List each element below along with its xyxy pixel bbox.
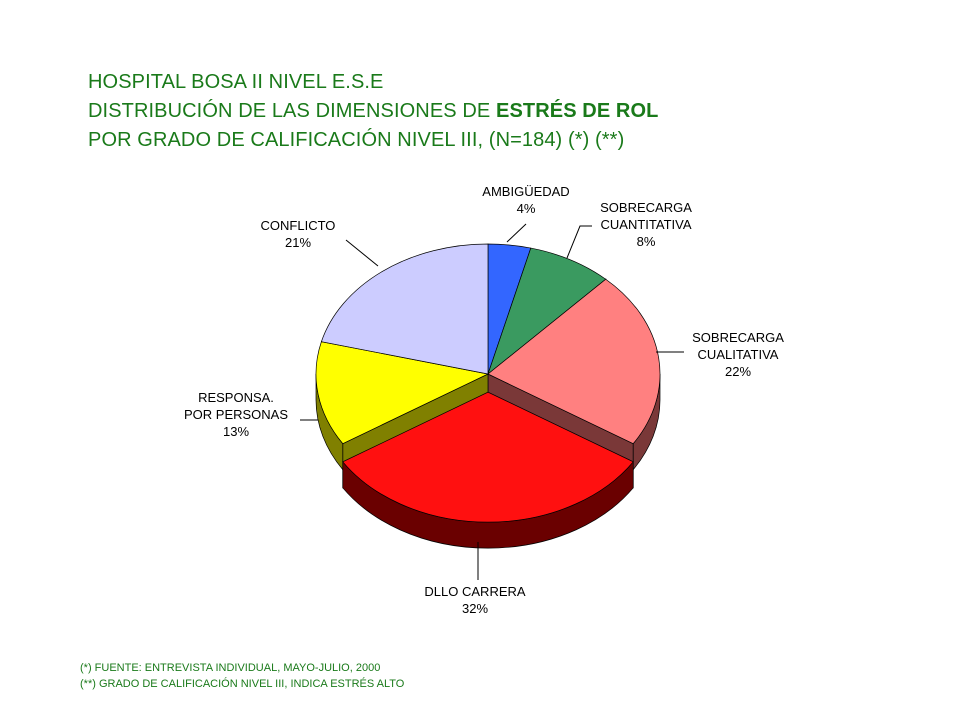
title-line-2-prefix: DISTRIBUCIÓN DE LAS DIMENSIONES DE [88,100,497,122]
slice-label-1: SOBRECARGA CUANTITATIVA 8% [600,200,692,249]
slice-label-5: CONFLICTO 21% [261,218,336,250]
pie-slice-3 [342,391,634,523]
slice-label-0: AMBIGÜEDAD 4% [482,184,569,216]
pie-labels: AMBIGÜEDAD 4% SOBRECARGA CUANTITATIVA 8%SOBR… [184,184,784,616]
slice-value-label: 32% [462,601,488,616]
footnote-grade: (**) GRADO DE CALIFICACIÓN NIVEL III, IN… [80,678,405,690]
pie-leaders [300,223,684,580]
pie-slice-4 [315,341,490,445]
slice-value-label: 22% [725,364,751,379]
leader-line-0 [506,223,527,243]
slice-category-label: CONFLICTO [261,218,336,233]
slice-category-label: AMBIGÜEDAD [482,184,569,199]
leader-line-5 [345,239,379,267]
title-line-2: DISTRIBUCIÓN DE LAS DIMENSIONES DE ESTRÉ… [88,97,658,126]
slice-category-label: POR PERSONAS [184,407,288,422]
pie-tops [315,243,661,523]
slice-value-label: 13% [223,424,249,439]
slice-value-label: 4% [517,201,536,216]
slice-category-label: DLLO CARRERA [424,584,525,599]
slice-category-label: CUALITATIVA [698,347,779,362]
title-line-1: HOSPITAL BOSA II NIVEL E.S.E [88,71,384,93]
slice-category-label: SOBRECARGA [600,200,692,215]
pie-slice-2 [487,278,661,445]
slice-label-2: SOBRECARGA CUALITATIVA 22% [692,330,784,379]
title-line-3: POR GRADO DE CALIFICACIÓN NIVEL III, (N=… [88,129,625,151]
slice-label-4: RESPONSA. POR PERSONAS 13% [184,390,288,439]
slice-category-label: CUANTITATIVA [601,217,692,232]
title-line-2-emphasis: ESTRÉS DE ROL [496,100,659,122]
footnote-source: (*) FUENTE: ENTREVISTA INDIVIDUAL, MAYO-… [80,662,381,674]
chart-title: HOSPITAL BOSA II NIVEL E.S.E DISTRIBUCIÓ… [88,68,658,155]
slice-category-label: RESPONSA. [198,390,274,405]
leader-line-1 [566,225,592,259]
slice-category-label: SOBRECARGA [692,330,784,345]
pie-slice-5 [320,243,489,375]
slice-label-3: DLLO CARRERA 32% [424,584,525,616]
footnotes: (*) FUENTE: ENTREVISTA INDIVIDUAL, MAYO-… [80,660,404,692]
slice-value-label: 21% [285,235,311,250]
slice-value-label: 8% [637,234,656,249]
